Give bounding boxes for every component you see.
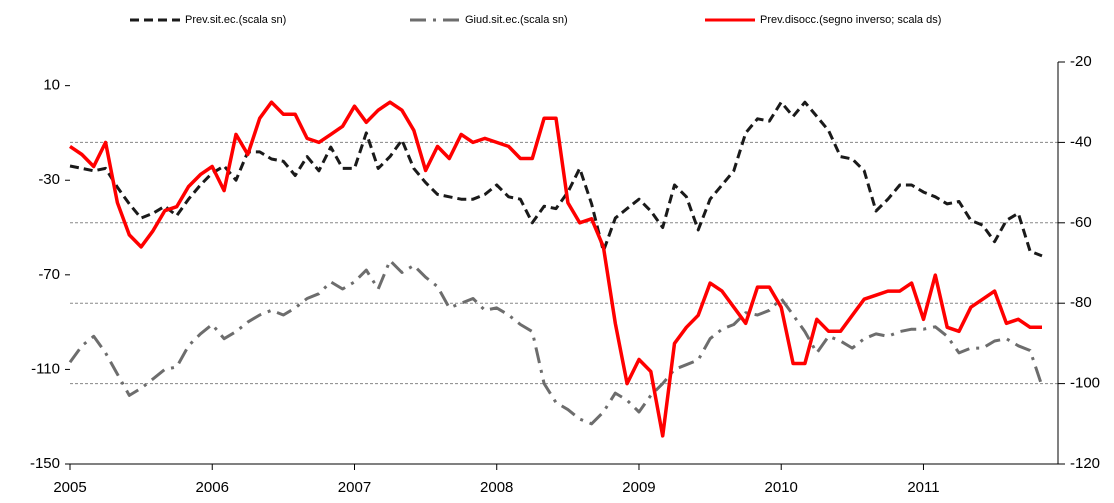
x-tick-label: 2010: [765, 479, 798, 496]
legend-label: Giud.sit.ec.(scala sn): [465, 14, 568, 26]
y2-tick-label: -20: [1070, 53, 1092, 70]
x-tick-label: 2007: [338, 479, 371, 496]
legend-label: Prev.sit.ec.(scala sn): [185, 14, 286, 26]
legend-label: Prev.disocc.(segno inverso; scala ds): [760, 14, 941, 26]
x-tick-label: 2008: [480, 479, 513, 496]
y2-tick-label: -80: [1070, 294, 1092, 311]
series-line: [69, 100, 1042, 438]
y-tick-label: 10: [43, 77, 60, 94]
y-tick-label: -150: [30, 455, 60, 472]
y2-tick-label: -60: [1070, 214, 1092, 231]
y-tick-label: -30: [38, 171, 60, 188]
y2-tick-label: -40: [1070, 133, 1092, 150]
y2-tick-label: -120: [1070, 455, 1100, 472]
y2-tick-label: -100: [1070, 375, 1100, 392]
y-tick-label: -70: [38, 266, 60, 283]
series-line: [68, 259, 1044, 426]
x-tick-label: 2011: [907, 479, 939, 496]
x-tick-label: 2006: [196, 479, 229, 496]
x-tick-label: 2009: [622, 479, 655, 496]
y-tick-label: -110: [31, 360, 60, 377]
series-line: [69, 100, 1043, 258]
x-tick-label: 2005: [53, 479, 86, 496]
